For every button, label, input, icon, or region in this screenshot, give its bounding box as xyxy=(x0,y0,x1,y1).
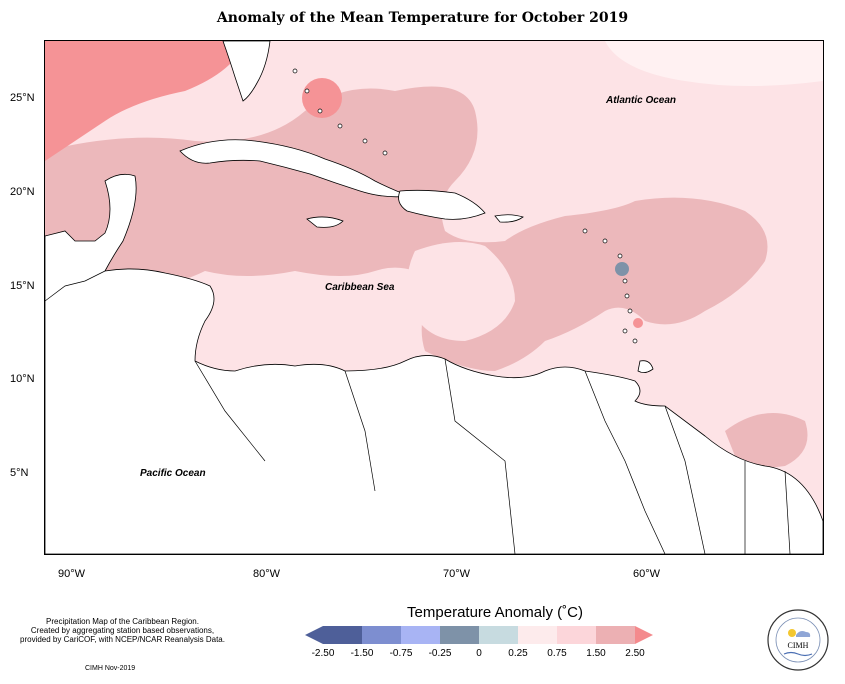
lat-label-20n: 20°N xyxy=(10,186,35,198)
legend-color-box xyxy=(362,626,401,644)
lat-label-5n: 5°N xyxy=(10,467,29,479)
legend-tick-label: -2.50 xyxy=(312,648,335,659)
anomaly-warm-zone-guiana xyxy=(725,413,808,468)
anomaly-hot-zone-gulf xyxy=(45,41,245,161)
map-title: Anomaly of the Mean Temperature for Octo… xyxy=(216,10,629,26)
land-lesser-antilles xyxy=(582,228,638,344)
land-florida xyxy=(222,41,271,102)
credit-date: CIMH Nov-2019 xyxy=(85,665,136,672)
land-cuba xyxy=(179,139,411,198)
anomaly-mild-zone-west xyxy=(205,277,415,356)
logo-inner-ring xyxy=(775,617,821,663)
legend-color-box xyxy=(557,626,596,644)
ocean-label-caribbean: Caribbean Sea xyxy=(325,282,395,293)
legend-color-box xyxy=(596,626,635,644)
legend-color-box xyxy=(401,626,440,644)
wave-icon xyxy=(783,651,813,657)
cloud-icon xyxy=(796,631,811,637)
land-puerto-rico xyxy=(494,214,524,223)
map-canvas: Atlantic Ocean Caribbean Sea Pacific Oce… xyxy=(45,41,823,554)
legend-color-boxes xyxy=(305,626,653,644)
country-borders xyxy=(45,270,791,554)
lat-label-10n: 10°N xyxy=(10,373,35,385)
lon-label-80w: 80°W xyxy=(253,568,281,580)
legend-tick-label: -0.25 xyxy=(429,648,452,659)
legend-colorbar: -2.50 -1.50 -0.75 -0.25 0 0.25 0.75 1.50 2.50 xyxy=(305,626,653,659)
legend-color-box xyxy=(323,626,362,644)
anomaly-hot-spot-barbados xyxy=(633,318,643,328)
legend-color-box xyxy=(440,626,479,644)
ocean-label-pacific: Pacific Ocean xyxy=(140,468,206,479)
credit-line-1: Precipitation Map of the Caribbean Regio… xyxy=(46,617,199,626)
legend-tick-label: 2.50 xyxy=(625,648,645,659)
credit-block: Precipitation Map of the Caribbean Regio… xyxy=(10,617,235,644)
anomaly-hot-spot-bahamas xyxy=(302,78,342,118)
legend-tick-label: 0.25 xyxy=(508,648,528,659)
sun-icon xyxy=(788,629,796,637)
legend-arrow-left xyxy=(305,626,323,644)
legend-arrow-right xyxy=(635,626,653,644)
map-panel: Atlantic Ocean Caribbean Sea Pacific Oce… xyxy=(44,40,824,555)
legend-title: Temperature Anomaly (˚C) xyxy=(407,604,583,621)
lat-label-25n: 25°N xyxy=(10,92,35,104)
lon-label-90w: 90°W xyxy=(58,568,86,580)
legend-tick-label: 1.50 xyxy=(586,648,606,659)
legend-color-box xyxy=(518,626,557,644)
ocean-label-atlantic: Atlantic Ocean xyxy=(605,95,676,106)
anomaly-light-zone-ne xyxy=(605,41,823,86)
anomaly-cool-spot-guadeloupe xyxy=(615,262,629,276)
anomaly-mild-zone-central xyxy=(407,242,515,341)
land-bahamas xyxy=(292,68,388,156)
credit-line-3: provided by CariCOF, with NCEP/NCAR Rean… xyxy=(20,635,225,644)
cimh-logo: CIMH xyxy=(767,609,829,671)
lon-label-70w: 70°W xyxy=(443,568,471,580)
credit-line-2: Created by aggregating station based obs… xyxy=(30,626,215,635)
legend-tick-label: 0 xyxy=(476,648,482,659)
legend-tick-labels: -2.50 -1.50 -0.75 -0.25 0 0.25 0.75 1.50 2.50 xyxy=(312,648,646,659)
legend-tick-label: 0.75 xyxy=(547,648,567,659)
land-hispaniola xyxy=(398,189,486,220)
logo-text: CIMH xyxy=(788,641,809,650)
land-jamaica xyxy=(306,216,344,228)
legend-tick-label: -1.50 xyxy=(351,648,374,659)
legend-color-box xyxy=(479,626,518,644)
lat-label-15n: 15°N xyxy=(10,280,35,292)
lon-label-60w: 60°W xyxy=(633,568,661,580)
legend-tick-label: -0.75 xyxy=(390,648,413,659)
land-trinidad xyxy=(637,360,654,373)
